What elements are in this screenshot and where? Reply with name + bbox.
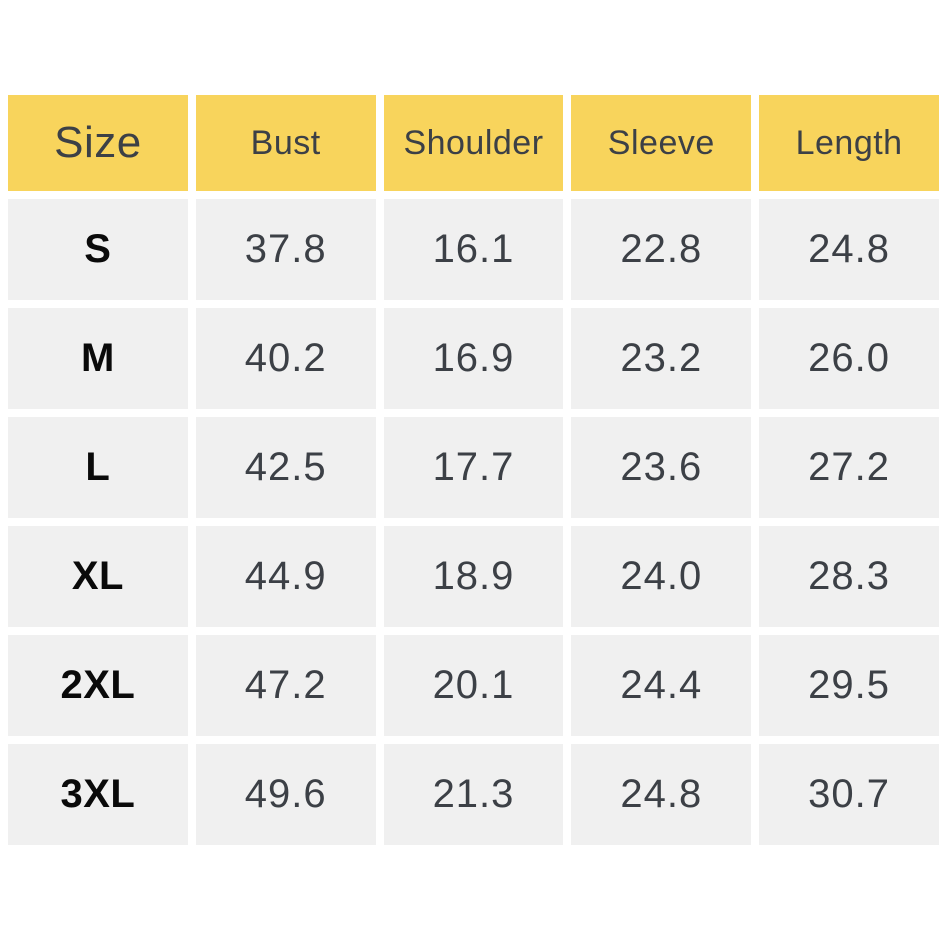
- value-cell-length: 30.7: [759, 744, 939, 845]
- header-shoulder: Shoulder: [383, 95, 564, 191]
- value-cell-shoulder: 17.7: [383, 417, 564, 518]
- value-cell-bust: 40.2: [195, 308, 376, 409]
- value-cell-bust: 47.2: [195, 635, 376, 736]
- value-cell-shoulder: 16.9: [383, 308, 564, 409]
- value-cell-length: 26.0: [759, 308, 939, 409]
- value-cell-bust: 44.9: [195, 526, 376, 627]
- size-cell: 2XL: [8, 635, 188, 736]
- value-cell-length: 27.2: [759, 417, 939, 518]
- value-cell-sleeve: 24.8: [571, 744, 752, 845]
- value-cell-sleeve: 22.8: [571, 199, 752, 300]
- value-cell-sleeve: 24.4: [571, 635, 752, 736]
- size-cell: XL: [8, 526, 188, 627]
- value-cell-bust: 49.6: [195, 744, 376, 845]
- value-cell-bust: 37.8: [195, 199, 376, 300]
- value-cell-shoulder: 21.3: [383, 744, 564, 845]
- size-chart-table: Size Bust Shoulder Sleeve Length S 37.8 …: [8, 95, 939, 845]
- value-cell-length: 29.5: [759, 635, 939, 736]
- header-size: Size: [8, 95, 188, 191]
- header-sleeve: Sleeve: [571, 95, 752, 191]
- value-cell-shoulder: 20.1: [383, 635, 564, 736]
- value-cell-length: 24.8: [759, 199, 939, 300]
- value-cell-bust: 42.5: [195, 417, 376, 518]
- size-cell: L: [8, 417, 188, 518]
- value-cell-sleeve: 23.6: [571, 417, 752, 518]
- header-length: Length: [759, 95, 939, 191]
- value-cell-length: 28.3: [759, 526, 939, 627]
- value-cell-shoulder: 16.1: [383, 199, 564, 300]
- size-cell: 3XL: [8, 744, 188, 845]
- size-cell: M: [8, 308, 188, 409]
- size-cell: S: [8, 199, 188, 300]
- value-cell-shoulder: 18.9: [383, 526, 564, 627]
- value-cell-sleeve: 23.2: [571, 308, 752, 409]
- value-cell-sleeve: 24.0: [571, 526, 752, 627]
- header-bust: Bust: [195, 95, 376, 191]
